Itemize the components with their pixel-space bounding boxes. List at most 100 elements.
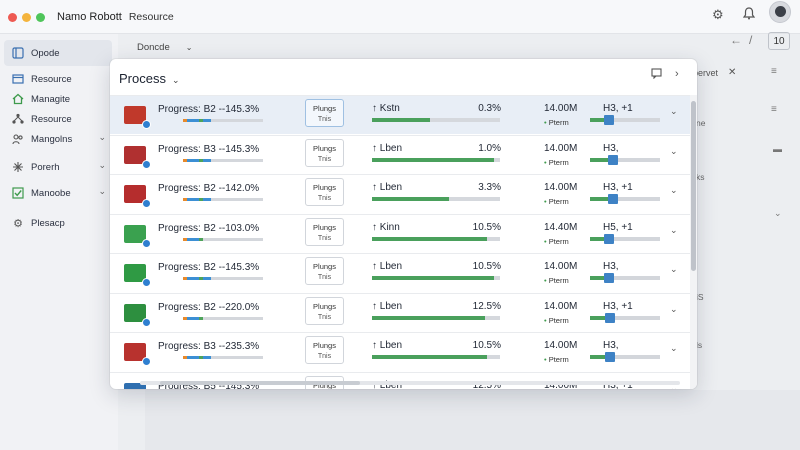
background-tab-label[interactable]: bervet — [693, 68, 719, 78]
minimize-window-button[interactable] — [22, 13, 31, 22]
sidebar-item-managite[interactable]: Managite — [4, 86, 112, 112]
status-dot-icon — [142, 357, 151, 366]
host-slider[interactable] — [590, 312, 660, 323]
comment-icon[interactable] — [651, 68, 662, 82]
app-icon — [124, 343, 146, 361]
chevron-down-icon[interactable]: ⌄ — [98, 132, 106, 142]
host-slider[interactable] — [590, 115, 660, 125]
plugins-button[interactable]: Plungs Tnis — [305, 296, 344, 325]
metric-label-text: Kstn — [379, 103, 400, 114]
sidebar-item-porerh[interactable]: Porerh ⌄ — [4, 154, 112, 180]
chevron-down-icon[interactable]: ⌄ — [774, 208, 782, 218]
metric-label: ↑ Lben — [372, 142, 403, 154]
progress-bar-fill — [183, 119, 211, 122]
memory-sub: • Pterm — [544, 158, 569, 167]
process-row[interactable]: Progress: B3 --235.3% Plungs Tnis ↑ Lben 10.… — [110, 332, 690, 371]
plugins-button[interactable]: Plungs Tnis — [305, 99, 344, 127]
process-thumbnail — [120, 300, 151, 327]
chevron-down-icon[interactable]: ⌄ — [670, 185, 678, 195]
process-row[interactable]: Progress: B2 --142.0% Plungs Tnis ↑ Lben 3.3… — [110, 174, 690, 213]
plugins-button[interactable]: Plungs Tnis — [305, 138, 344, 167]
sparkle-icon — [11, 160, 25, 174]
chevron-down-icon[interactable]: ⌄ — [670, 343, 678, 353]
process-row[interactable]: Progress: B2 --103.0% Plungs Tnis ↑ Kinn 10.… — [110, 213, 690, 253]
metric-bar — [372, 355, 500, 359]
modal-title[interactable]: Process ⌄ — [119, 71, 180, 86]
list-icon[interactable]: ▬ — [773, 144, 782, 154]
chevron-right-icon[interactable]: › — [675, 68, 679, 80]
chevron-down-icon[interactable]: ⌄ — [670, 382, 678, 390]
sidebar-item-opode[interactable]: Opode — [4, 40, 112, 66]
status-dot-icon: • — [544, 118, 549, 127]
memory-value: 14.00M — [544, 261, 578, 272]
host-slider-fill — [590, 157, 611, 162]
metric-percent: 10.5% — [472, 261, 501, 272]
maximize-window-button[interactable] — [36, 13, 45, 22]
status-dot-icon: • — [544, 157, 549, 167]
page-number-box[interactable]: 10 — [768, 32, 790, 50]
host-slider[interactable] — [590, 233, 660, 244]
metric-bar — [372, 157, 500, 162]
slider-knob[interactable] — [604, 233, 614, 244]
scroll-thumb[interactable] — [160, 381, 360, 385]
host-slider[interactable] — [590, 273, 660, 283]
edit-pencil-icon[interactable]: / — [749, 33, 753, 47]
progress-segment — [191, 198, 195, 201]
status-dot-icon — [142, 278, 151, 287]
process-row[interactable]: Progress: B2 --145.3% Plungs Tnis ↑ Lben 10.… — [110, 253, 690, 292]
process-thumbnail — [120, 260, 151, 287]
plugins-button[interactable]: Plungs Tnis — [305, 257, 344, 285]
chevron-down-icon[interactable]: ⌄ — [670, 145, 678, 156]
avatar[interactable] — [769, 1, 791, 23]
gear-icon[interactable]: ⚙ — [712, 7, 724, 22]
background-dropdown[interactable]: Doncde ⌄ — [137, 42, 192, 53]
menu-icon[interactable]: ≡ — [771, 66, 777, 77]
chevron-down-icon[interactable]: ⌄ — [98, 160, 106, 170]
host-slider[interactable] — [590, 154, 660, 165]
chevron-down-icon[interactable]: ⌄ — [670, 303, 678, 314]
close-window-button[interactable] — [8, 13, 17, 22]
memory-sub: • Pterm — [544, 316, 569, 325]
bell-icon[interactable] — [742, 7, 756, 23]
slider-knob[interactable] — [605, 352, 616, 362]
slider-knob[interactable] — [604, 273, 614, 283]
sidebar-item-resource[interactable]: Resource — [4, 106, 112, 132]
metric-bar-fill — [372, 118, 430, 122]
sidebar-item-plesacp[interactable]: ⚙ Plesacp — [4, 210, 112, 236]
slider-knob[interactable] — [604, 115, 614, 125]
slider-knob[interactable] — [605, 312, 616, 323]
close-icon[interactable]: ✕ — [728, 67, 737, 78]
plugins-button[interactable]: Plungs Tnis — [305, 178, 344, 206]
slider-knob[interactable] — [607, 194, 618, 204]
sidebar-item-mangolns[interactable]: Mangolns ⌄ — [4, 126, 112, 152]
host-slider[interactable] — [590, 352, 660, 362]
app-icon — [124, 264, 146, 282]
chevron-down-icon[interactable]: ⌄ — [670, 224, 678, 235]
chevron-down-icon[interactable]: ⌄ — [98, 186, 106, 196]
horizontal-scrollbar[interactable] — [140, 381, 680, 385]
sidebar-item-resource[interactable]: Resource — [4, 66, 112, 92]
back-arrow-icon[interactable]: ← — [730, 33, 742, 47]
sidebar-item-manoobe[interactable]: Manoobe ⌄ — [4, 180, 112, 206]
memory-sub-text: Pterm — [548, 355, 569, 364]
metric-percent: 0.3% — [478, 103, 501, 114]
plugins-button[interactable]: Plungs Tnis — [305, 217, 344, 246]
menu-icon[interactable]: ≡ — [771, 104, 777, 115]
scroll-thumb[interactable] — [691, 101, 696, 271]
plugins-button[interactable]: Plungs Tnis — [305, 336, 344, 364]
metric-label-text: Lben — [379, 142, 403, 154]
progress-bar — [183, 277, 263, 280]
process-row[interactable]: Progress: B2 --145.3% Plungs Tnis ↑ Kstn 0.3… — [110, 95, 690, 134]
chevron-down-icon[interactable]: ⌄ — [670, 264, 678, 274]
plugins-button-label: Plungs — [313, 183, 336, 192]
vertical-scrollbar[interactable] — [690, 95, 697, 389]
process-row[interactable]: Progress: B2 --220.0% Plungs Tnis ↑ Lben 12.… — [110, 292, 690, 332]
progress-bar — [183, 158, 263, 162]
host-slider-fill — [590, 236, 611, 241]
process-row[interactable]: Progress: B3 --145.3% Plungs Tnis ↑ Lben 1.0… — [110, 134, 690, 174]
host-slider[interactable] — [590, 194, 660, 204]
progress-segment — [183, 277, 187, 280]
slider-knob[interactable] — [607, 154, 618, 165]
chevron-down-icon[interactable]: ⌄ — [670, 106, 678, 116]
progress-segment — [183, 198, 187, 201]
